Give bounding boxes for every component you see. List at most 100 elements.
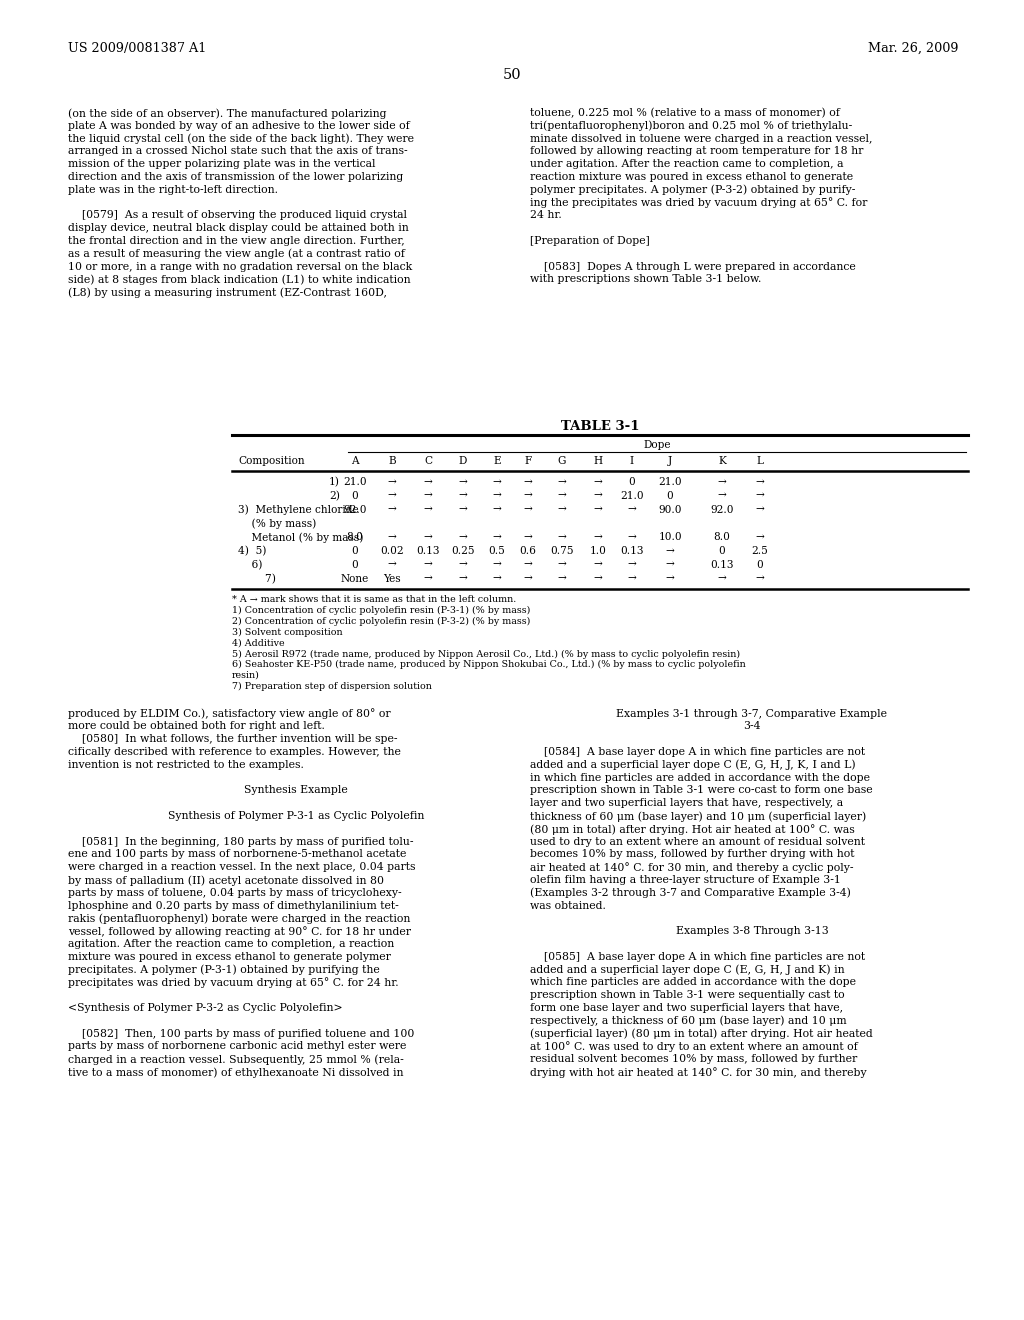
Text: J: J	[668, 455, 672, 466]
Text: [0583]  Dopes A through L were prepared in accordance: [0583] Dopes A through L were prepared i…	[530, 261, 856, 272]
Text: →: →	[459, 574, 467, 583]
Text: in which fine particles are added in accordance with the dope: in which fine particles are added in acc…	[530, 772, 870, 783]
Text: 3)  Methylene chloride: 3) Methylene chloride	[238, 504, 358, 515]
Text: C: C	[424, 455, 432, 466]
Text: charged in a reaction vessel. Subsequently, 25 mmol % (rela-: charged in a reaction vessel. Subsequent…	[68, 1055, 403, 1065]
Text: which fine particles are added in accordance with the dope: which fine particles are added in accord…	[530, 977, 856, 987]
Text: olefin film having a three-layer structure of Example 3-1: olefin film having a three-layer structu…	[530, 875, 841, 884]
Text: form one base layer and two superficial layers that have,: form one base layer and two superficial …	[530, 1003, 843, 1012]
Text: →: →	[424, 560, 432, 570]
Text: precipitates was dried by vacuum drying at 65° C. for 24 hr.: precipitates was dried by vacuum drying …	[68, 977, 398, 989]
Text: →: →	[718, 491, 726, 500]
Text: →: →	[388, 532, 396, 543]
Text: (L8) by using a measuring instrument (EZ-Contrast 160D,: (L8) by using a measuring instrument (EZ…	[68, 288, 387, 298]
Text: prescription shown in Table 3-1 were sequentially cast to: prescription shown in Table 3-1 were seq…	[530, 990, 845, 1001]
Text: →: →	[459, 477, 467, 487]
Text: D: D	[459, 455, 467, 466]
Text: →: →	[628, 574, 636, 583]
Text: parts by mass of toluene, 0.04 parts by mass of tricyclohexy-: parts by mass of toluene, 0.04 parts by …	[68, 888, 401, 898]
Text: 0.13: 0.13	[416, 546, 439, 556]
Text: →: →	[558, 477, 566, 487]
Text: 8.0: 8.0	[346, 532, 364, 543]
Text: thickness of 60 μm (base layer) and 10 μm (superficial layer): thickness of 60 μm (base layer) and 10 μ…	[530, 810, 866, 821]
Text: precipitates. A polymer (P-3-1) obtained by purifying the: precipitates. A polymer (P-3-1) obtained…	[68, 965, 380, 975]
Text: at 100° C. was used to dry to an extent where an amount of: at 100° C. was used to dry to an extent …	[530, 1041, 858, 1052]
Text: lphosphine and 0.20 parts by mass of dimethylanilinium tet-: lphosphine and 0.20 parts by mass of dim…	[68, 900, 398, 911]
Text: (% by mass): (% by mass)	[238, 519, 316, 529]
Text: Yes: Yes	[383, 574, 400, 583]
Text: G: G	[558, 455, 566, 466]
Text: 1) Concentration of cyclic polyolefin resin (P-3-1) (% by mass): 1) Concentration of cyclic polyolefin re…	[232, 606, 530, 615]
Text: →: →	[756, 504, 764, 515]
Text: →: →	[594, 504, 602, 515]
Text: with prescriptions shown Table 3-1 below.: with prescriptions shown Table 3-1 below…	[530, 275, 762, 284]
Text: air heated at 140° C. for 30 min, and thereby a cyclic poly-: air heated at 140° C. for 30 min, and th…	[530, 862, 853, 873]
Text: [0580]  In what follows, the further invention will be spe-: [0580] In what follows, the further inve…	[68, 734, 397, 744]
Text: 0: 0	[351, 491, 358, 500]
Text: under agitation. After the reaction came to completion, a: under agitation. After the reaction came…	[530, 160, 844, 169]
Text: 24 hr.: 24 hr.	[530, 210, 562, 220]
Text: 0: 0	[667, 491, 674, 500]
Text: 7): 7)	[238, 574, 275, 583]
Text: 10.0: 10.0	[658, 532, 682, 543]
Text: →: →	[756, 574, 764, 583]
Text: L: L	[757, 455, 764, 466]
Text: agitation. After the reaction came to completion, a reaction: agitation. After the reaction came to co…	[68, 939, 394, 949]
Text: →: →	[594, 560, 602, 570]
Text: <Synthesis of Polymer P-3-2 as Cyclic Polyolefin>: <Synthesis of Polymer P-3-2 as Cyclic Po…	[68, 1003, 343, 1012]
Text: layer and two superficial layers that have, respectively, a: layer and two superficial layers that ha…	[530, 799, 843, 808]
Text: A: A	[351, 455, 358, 466]
Text: 21.0: 21.0	[658, 477, 682, 487]
Text: →: →	[459, 560, 467, 570]
Text: (superficial layer) (80 μm in total) after drying. Hot air heated: (superficial layer) (80 μm in total) aft…	[530, 1028, 872, 1039]
Text: respectively, a thickness of 60 μm (base layer) and 10 μm: respectively, a thickness of 60 μm (base…	[530, 1016, 847, 1027]
Text: →: →	[756, 491, 764, 500]
Text: parts by mass of norbornene carbonic acid methyl ester were: parts by mass of norbornene carbonic aci…	[68, 1041, 407, 1052]
Text: side) at 8 stages from black indication (L1) to white indication: side) at 8 stages from black indication …	[68, 275, 411, 285]
Text: invention is not restricted to the examples.: invention is not restricted to the examp…	[68, 760, 304, 770]
Text: →: →	[558, 491, 566, 500]
Text: [0579]  As a result of observing the produced liquid crystal: [0579] As a result of observing the prod…	[68, 210, 407, 220]
Text: →: →	[666, 546, 675, 556]
Text: →: →	[493, 504, 502, 515]
Text: followed by allowing reacting at room temperature for 18 hr: followed by allowing reacting at room te…	[530, 147, 863, 156]
Text: →: →	[628, 504, 636, 515]
Text: 2): 2)	[329, 491, 340, 502]
Text: polymer precipitates. A polymer (P-3-2) obtained by purify-: polymer precipitates. A polymer (P-3-2) …	[530, 185, 855, 195]
Text: becomes 10% by mass, followed by further drying with hot: becomes 10% by mass, followed by further…	[530, 849, 854, 859]
Text: →: →	[523, 504, 532, 515]
Text: 3-4: 3-4	[743, 722, 761, 731]
Text: mission of the upper polarizing plate was in the vertical: mission of the upper polarizing plate wa…	[68, 160, 376, 169]
Text: US 2009/0081387 A1: US 2009/0081387 A1	[68, 42, 206, 55]
Text: F: F	[524, 455, 531, 466]
Text: [Preparation of Dope]: [Preparation of Dope]	[530, 236, 650, 246]
Text: 0.13: 0.13	[711, 560, 734, 570]
Text: →: →	[523, 532, 532, 543]
Text: used to dry to an extent where an amount of residual solvent: used to dry to an extent where an amount…	[530, 837, 865, 846]
Text: [0584]  A base layer dope A in which fine particles are not: [0584] A base layer dope A in which fine…	[530, 747, 865, 756]
Text: Metanol (% by mass): Metanol (% by mass)	[238, 532, 364, 543]
Text: 2) Concentration of cyclic polyolefin resin (P-3-2) (% by mass): 2) Concentration of cyclic polyolefin re…	[232, 616, 530, 626]
Text: None: None	[341, 574, 369, 583]
Text: →: →	[493, 491, 502, 500]
Text: E: E	[494, 455, 501, 466]
Text: →: →	[594, 477, 602, 487]
Text: plate A was bonded by way of an adhesive to the lower side of: plate A was bonded by way of an adhesive…	[68, 121, 410, 131]
Text: [0581]  In the beginning, 180 parts by mass of purified tolu-: [0581] In the beginning, 180 parts by ma…	[68, 837, 414, 846]
Text: 0.5: 0.5	[488, 546, 506, 556]
Text: →: →	[424, 532, 432, 543]
Text: Composition: Composition	[239, 455, 305, 466]
Text: 5) Aerosil R972 (trade name, produced by Nippon Aerosil Co., Ltd.) (% by mass to: 5) Aerosil R972 (trade name, produced by…	[232, 649, 740, 659]
Text: →: →	[424, 574, 432, 583]
Text: * A → mark shows that it is same as that in the left column.: * A → mark shows that it is same as that…	[232, 595, 516, 605]
Text: →: →	[718, 477, 726, 487]
Text: →: →	[493, 532, 502, 543]
Text: →: →	[594, 574, 602, 583]
Text: Dope: Dope	[644, 440, 672, 450]
Text: 0: 0	[757, 560, 763, 570]
Text: Synthesis Example: Synthesis Example	[244, 785, 348, 796]
Text: →: →	[459, 504, 467, 515]
Text: (on the side of an observer). The manufactured polarizing: (on the side of an observer). The manufa…	[68, 108, 386, 119]
Text: drying with hot air heated at 140° C. for 30 min, and thereby: drying with hot air heated at 140° C. fo…	[530, 1067, 866, 1078]
Text: →: →	[523, 491, 532, 500]
